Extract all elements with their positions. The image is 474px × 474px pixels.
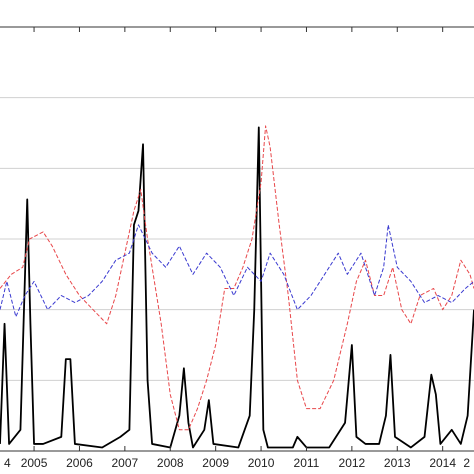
- x-tick-label: 2007: [112, 456, 139, 470]
- x-tick-label: 2005: [21, 456, 48, 470]
- plot-lines: [0, 125, 474, 449]
- x-tick-label: 2: [463, 456, 470, 470]
- x-tick-label: 2010: [248, 456, 275, 470]
- x-tick-label: 2014: [429, 456, 456, 470]
- series-line: [0, 126, 474, 449]
- x-tick-label: 4: [4, 456, 11, 470]
- x-tick-label: 2011: [294, 456, 320, 470]
- x-tick-label: 2013: [384, 456, 411, 470]
- x-tick-label: 2009: [202, 456, 229, 470]
- x-axis: 4 2005 2006 2007 2008 2009 2010 2011 2012 2013 201…: [4, 27, 470, 470]
- x-tick-label: 2008: [157, 456, 184, 470]
- x-tick-label: 2006: [66, 456, 93, 470]
- x-tick-label: 2012: [339, 456, 366, 470]
- series-line: [0, 224, 474, 318]
